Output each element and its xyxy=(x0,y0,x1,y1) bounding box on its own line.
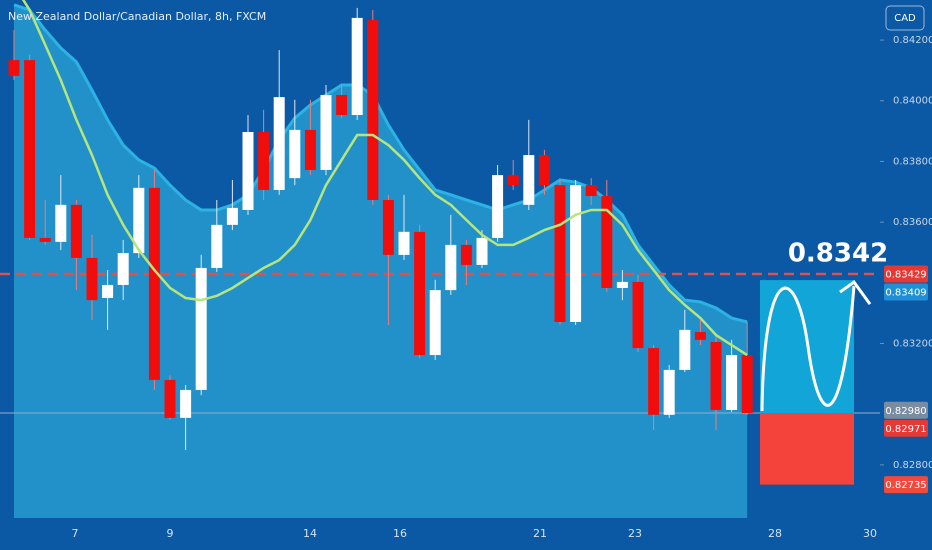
candle-body xyxy=(570,185,582,322)
candle-body xyxy=(195,267,207,390)
candle-body xyxy=(304,129,316,170)
y-tick-label: 0.82800 xyxy=(893,460,932,471)
candle-body xyxy=(211,224,223,268)
price-label: 0.82980 xyxy=(885,406,926,417)
candle-body xyxy=(492,175,504,238)
candle-body xyxy=(429,290,441,356)
candle-body xyxy=(398,231,410,255)
candle-body xyxy=(289,129,301,179)
candle-body xyxy=(414,231,426,356)
candle-body xyxy=(476,237,488,265)
candle-body xyxy=(102,284,114,298)
candle-body xyxy=(39,237,51,242)
moving-average xyxy=(21,0,748,357)
candle-body xyxy=(273,97,285,190)
candle-body xyxy=(694,331,706,340)
price-label-box xyxy=(884,265,928,283)
price-label-box xyxy=(884,476,928,494)
candle-body xyxy=(24,60,36,238)
candle-body xyxy=(507,175,519,186)
chart-title: New Zealand Dollar/Canadian Dollar, 8h, … xyxy=(8,10,266,23)
stop-zone xyxy=(760,413,854,485)
candle-body xyxy=(367,20,379,200)
candle-body xyxy=(523,155,535,205)
candle-body xyxy=(445,244,457,291)
y-tick-label: 0.83800 xyxy=(893,156,932,167)
x-tick-label: 21 xyxy=(533,527,547,540)
candle-body xyxy=(180,389,192,418)
x-tick-label: 7 xyxy=(72,527,79,540)
y-tick-label: 0.83200 xyxy=(893,339,932,350)
x-tick-label: 28 xyxy=(768,527,782,540)
price-label-box xyxy=(884,401,928,419)
pane xyxy=(0,0,880,518)
candle-body xyxy=(86,257,98,301)
candle-body xyxy=(726,355,738,410)
forecast-arrowhead xyxy=(839,280,872,305)
candle-body xyxy=(601,196,613,288)
candle-body xyxy=(258,132,270,190)
candle-body xyxy=(117,253,129,285)
candle-body xyxy=(679,329,691,370)
price-label: 0.83429 xyxy=(885,270,926,281)
candle-body xyxy=(8,60,20,76)
currency-button[interactable] xyxy=(885,5,925,31)
price-label: 0.82971 xyxy=(885,424,926,435)
candle-body xyxy=(226,207,238,225)
candle-body xyxy=(616,281,628,288)
price-label: 0.83409 xyxy=(885,288,926,299)
y-tick-label: 0.83600 xyxy=(893,217,932,228)
x-tick-label: 30 xyxy=(863,527,877,540)
candle-body xyxy=(320,94,332,170)
price-label-box xyxy=(884,419,928,437)
y-tick-label: 0.84000 xyxy=(893,96,932,107)
candle-body xyxy=(164,379,176,418)
candle-body xyxy=(70,204,82,258)
target-annotation: 0.8342 xyxy=(788,239,888,269)
candle-body xyxy=(663,369,675,415)
candle-body xyxy=(648,348,660,415)
overlay: 0.8342 0.84200 0.84000 0.83800 0.83600 0.8320… xyxy=(72,35,932,540)
y-tick-label: 0.84200 xyxy=(893,35,932,46)
candle-body xyxy=(741,355,753,414)
candle-body xyxy=(554,185,566,322)
candle-body xyxy=(382,199,394,255)
candle-body xyxy=(460,244,472,265)
candle-body xyxy=(632,281,644,349)
x-tick-label: 14 xyxy=(303,527,317,540)
x-tick-label: 23 xyxy=(628,527,642,540)
candle-body xyxy=(242,132,254,210)
upper-band xyxy=(13,3,748,324)
candle-body xyxy=(133,187,145,254)
x-tick-label: 9 xyxy=(167,527,174,540)
price-label: 0.82735 xyxy=(885,480,926,491)
candle-body xyxy=(55,204,67,242)
candle-body xyxy=(351,17,363,116)
x-tick-label: 16 xyxy=(393,527,407,540)
candle-body xyxy=(538,155,550,186)
currency-label[interactable]: CAD xyxy=(894,13,916,24)
price-label-box xyxy=(884,283,928,301)
candle-body xyxy=(336,94,348,116)
candle-body xyxy=(710,341,722,410)
forecast-arrow xyxy=(760,285,856,412)
candle-body xyxy=(148,187,160,380)
candle-body xyxy=(585,185,597,197)
